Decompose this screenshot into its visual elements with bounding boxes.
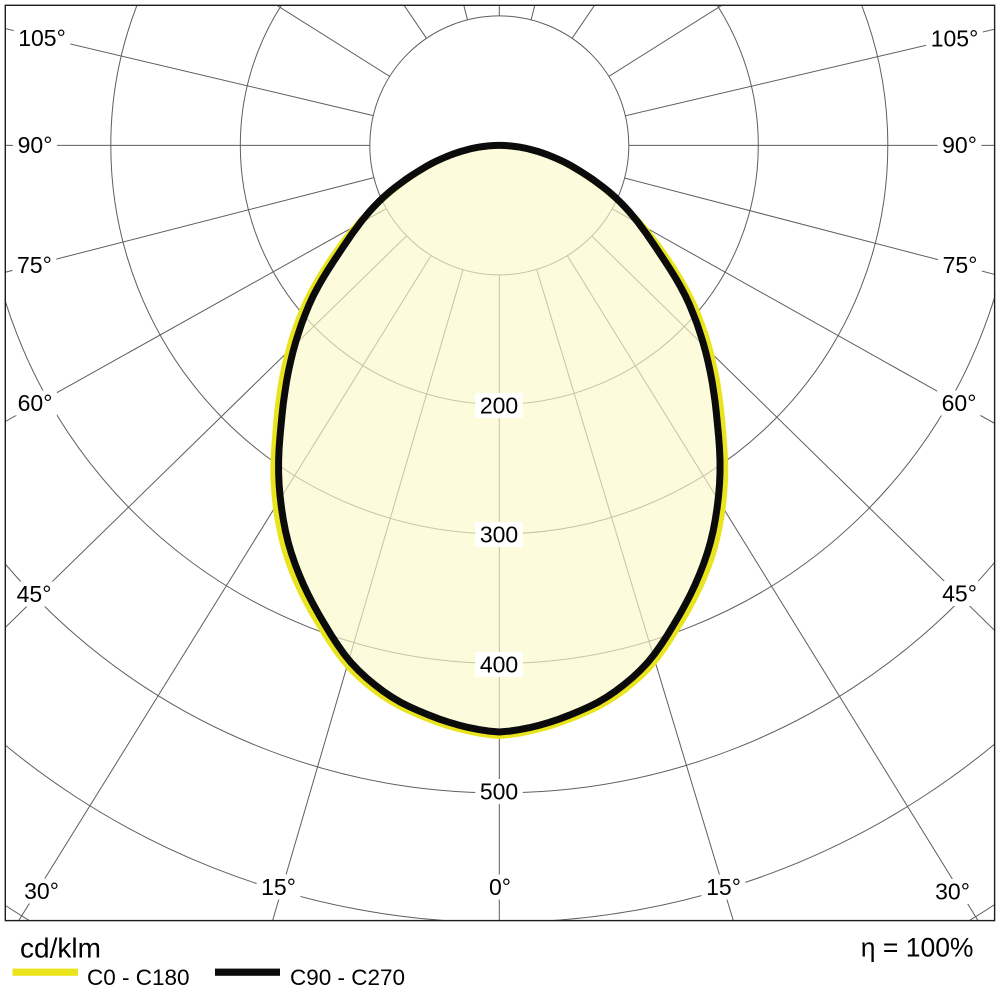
svg-text:500: 500 bbox=[480, 779, 518, 805]
svg-text:15°: 15° bbox=[706, 874, 741, 900]
svg-text:90°: 90° bbox=[18, 132, 53, 158]
svg-text:105°: 105° bbox=[18, 25, 66, 51]
svg-text:75°: 75° bbox=[943, 252, 978, 278]
svg-text:45°: 45° bbox=[942, 581, 977, 607]
svg-text:200: 200 bbox=[480, 393, 518, 419]
svg-text:45°: 45° bbox=[17, 581, 52, 607]
svg-text:60°: 60° bbox=[18, 390, 53, 416]
svg-text:90°: 90° bbox=[942, 132, 977, 158]
svg-text:30°: 30° bbox=[24, 878, 59, 904]
svg-text:75°: 75° bbox=[17, 252, 52, 278]
svg-text:cd/klm: cd/klm bbox=[20, 933, 101, 964]
svg-text:300: 300 bbox=[480, 522, 518, 548]
svg-text:C90 - C270: C90 - C270 bbox=[290, 965, 405, 990]
svg-text:C0 - C180: C0 - C180 bbox=[87, 965, 190, 990]
svg-text:0°: 0° bbox=[489, 874, 511, 900]
svg-text:η = 100%: η = 100% bbox=[861, 933, 974, 963]
svg-text:15°: 15° bbox=[261, 874, 296, 900]
svg-text:60°: 60° bbox=[942, 390, 977, 416]
svg-text:30°: 30° bbox=[935, 879, 970, 905]
svg-text:105°: 105° bbox=[931, 26, 979, 52]
svg-text:400: 400 bbox=[480, 652, 518, 678]
